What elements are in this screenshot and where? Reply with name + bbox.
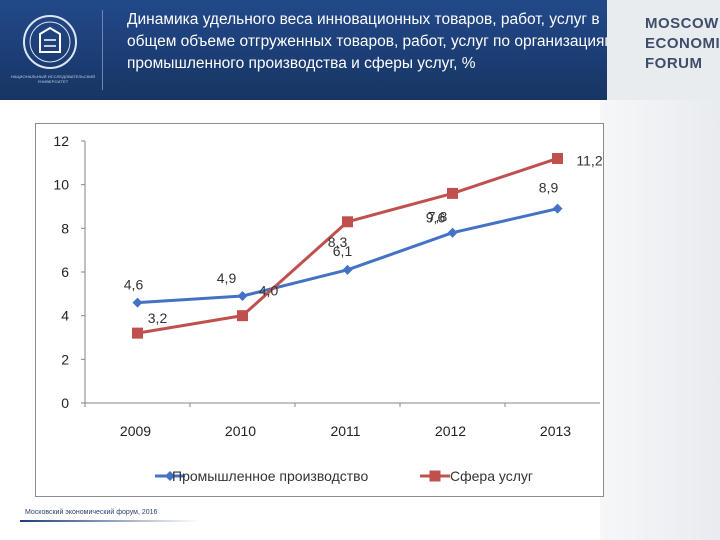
footer-line [20,520,200,522]
legend-label-2: Сфера услуг [450,468,533,484]
series-1-point [447,227,458,238]
x-tick-label: 2012 [435,423,466,439]
data-label: 3,2 [148,310,168,326]
legend-marker-1 [165,471,175,481]
data-label: 6,1 [333,243,353,259]
series-2-point [132,327,143,339]
forum-logo-line-2: ECONOMIC [645,35,720,52]
x-tick-label: 2009 [120,423,151,439]
chart-frame [35,123,604,497]
series-2-point [342,216,353,228]
forum-logo-text: MOSCOW ECONOMIC FORUM [645,14,720,74]
footer-text: Московский экономический форум, 2016 [25,509,158,516]
data-label: 4,0 [259,283,279,299]
y-tick-label: 6 [61,264,69,280]
y-tick-label: 8 [61,220,69,236]
y-tick-label: 0 [61,395,69,411]
data-label: 4,6 [124,277,144,293]
series-1-point [237,291,248,302]
header-background [0,0,720,100]
logo-caption: НАЦИОНАЛЬНЫЙ ИССЛЕДОВАТЕЛЬСКИЙ УНИВЕРСИТ… [10,74,96,84]
series-1-point [342,264,353,275]
data-label: 9,6 [426,209,446,225]
page-title: Динамика удельного веса инновационных то… [127,11,616,72]
x-tick-label: 2010 [225,423,256,439]
forum-logo-line-3: FORUM [645,55,703,72]
y-tick-label: 12 [53,133,69,149]
data-label: 7,8 [428,209,448,225]
series-1-point [132,297,143,308]
data-label: 11,2 [576,152,602,168]
x-tick-label: 2011 [330,423,360,439]
y-tick-label: 10 [53,177,69,193]
y-tick-label: 2 [61,351,69,367]
forum-logo [607,0,720,100]
header-divider [102,10,103,90]
data-label: 8,3 [328,234,348,250]
x-tick-label: 2013 [540,423,571,439]
header-bar [0,0,720,100]
series-1-point [552,203,563,214]
y-tick-label: 4 [61,308,69,324]
series-2-point [552,152,563,164]
hse-emblem-icon [23,15,77,69]
legend-marker-2 [429,470,441,482]
series-2-point [447,187,458,199]
series-2-point [237,310,248,322]
background-decoration [600,100,720,540]
hse-logo [8,6,98,96]
data-label: 8,9 [539,180,559,196]
data-label: 4,9 [217,270,237,286]
legend-label-1: Промышленное производство [172,468,368,484]
forum-logo-line-1: MOSCOW [645,15,719,32]
